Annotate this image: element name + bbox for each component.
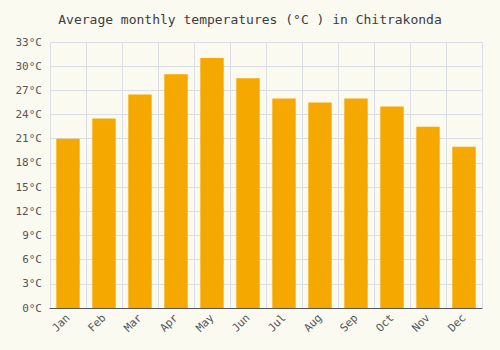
svg-text:12°C: 12°C bbox=[16, 205, 43, 218]
svg-text:Dec: Dec bbox=[445, 311, 468, 334]
svg-text:May: May bbox=[193, 311, 216, 334]
svg-text:9°C: 9°C bbox=[22, 229, 42, 242]
svg-text:27°C: 27°C bbox=[16, 84, 43, 97]
svg-text:Apr: Apr bbox=[157, 311, 180, 334]
svg-text:15°C: 15°C bbox=[16, 181, 43, 194]
svg-text:18°C: 18°C bbox=[16, 156, 43, 169]
svg-text:0°C: 0°C bbox=[22, 302, 42, 315]
svg-text:Average monthly temperatures (: Average monthly temperatures (°C ) in Ch… bbox=[58, 12, 442, 27]
svg-text:Nov: Nov bbox=[409, 311, 432, 334]
svg-text:Jun: Jun bbox=[229, 311, 252, 334]
svg-text:3°C: 3°C bbox=[22, 277, 42, 290]
svg-text:Oct: Oct bbox=[373, 311, 396, 334]
svg-text:Feb: Feb bbox=[85, 311, 108, 334]
svg-text:Jan: Jan bbox=[49, 311, 72, 334]
svg-text:24°C: 24°C bbox=[16, 108, 43, 121]
svg-text:Jul: Jul bbox=[265, 311, 288, 334]
svg-text:6°C: 6°C bbox=[22, 253, 42, 266]
svg-text:30°C: 30°C bbox=[16, 60, 43, 73]
svg-text:33°C: 33°C bbox=[16, 36, 43, 49]
svg-text:Mar: Mar bbox=[121, 311, 144, 334]
svg-text:21°C: 21°C bbox=[16, 132, 43, 145]
svg-text:Aug: Aug bbox=[301, 311, 324, 334]
svg-text:Sep: Sep bbox=[337, 311, 360, 334]
